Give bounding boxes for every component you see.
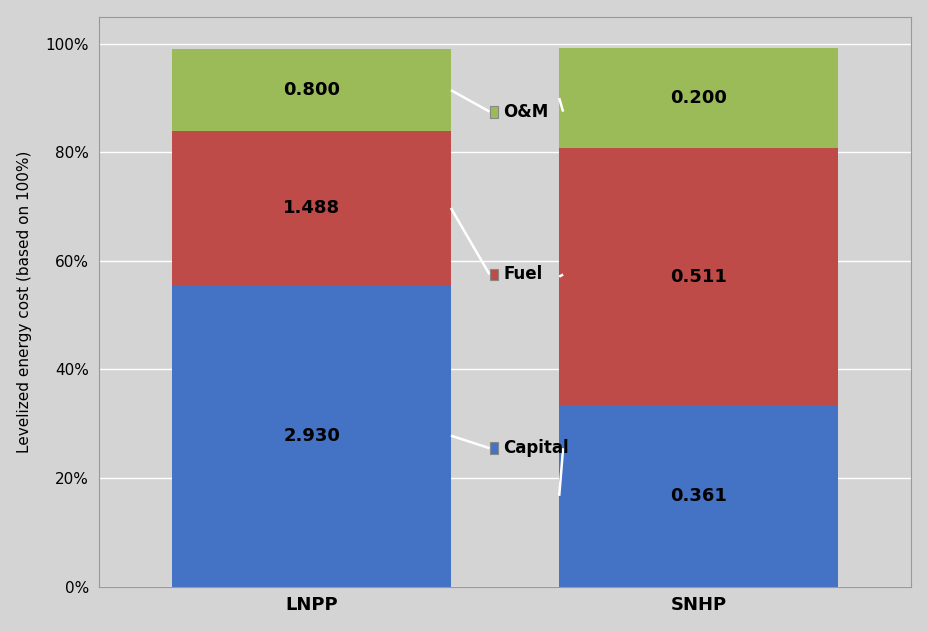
Bar — [559, 405, 837, 587]
Text: 1.488: 1.488 — [283, 199, 340, 217]
Bar — [559, 48, 837, 148]
Text: 0.361: 0.361 — [669, 487, 726, 505]
Bar — [489, 442, 498, 454]
Bar — [172, 49, 451, 131]
Text: O&M: O&M — [503, 103, 548, 121]
Y-axis label: Levelized energy cost (based on 100%): Levelized energy cost (based on 100%) — [17, 150, 32, 453]
Bar — [489, 269, 498, 280]
Text: Fuel: Fuel — [503, 266, 542, 283]
Text: 0.511: 0.511 — [669, 268, 726, 286]
Bar — [489, 105, 498, 117]
Bar — [172, 131, 451, 285]
Text: 0.200: 0.200 — [669, 89, 726, 107]
Text: 0.800: 0.800 — [283, 81, 339, 99]
Text: Capital: Capital — [503, 439, 568, 457]
Bar — [559, 148, 837, 405]
Text: 2.930: 2.930 — [283, 427, 339, 445]
Bar — [172, 285, 451, 587]
